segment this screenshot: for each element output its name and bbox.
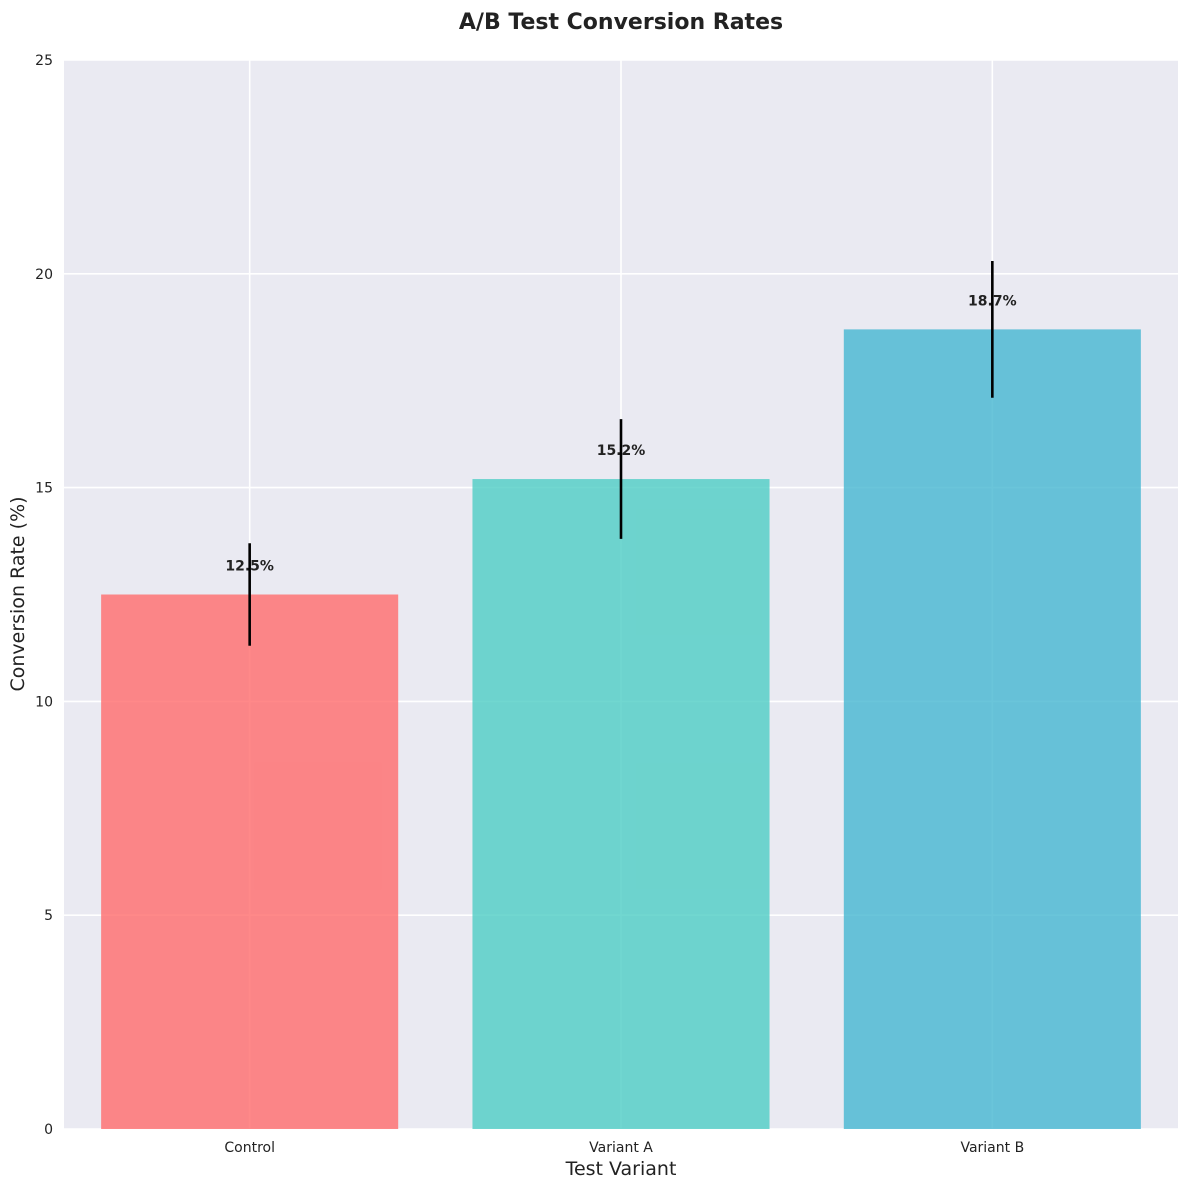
y-tick-label: 0 [44,1122,53,1138]
chart-title: A/B Test Conversion Rates [459,10,783,35]
y-tick-label: 10 [35,694,53,710]
y-tick-label: 25 [35,53,53,69]
bar [472,479,770,1130]
x-tick-label: Variant B [960,1140,1024,1156]
y-tick-label: 15 [35,481,53,497]
x-tick-label: Variant A [589,1140,653,1156]
y-tick-label: 5 [44,908,53,924]
error-bars [248,260,994,646]
x-axis-label: Test Variant [565,1158,677,1180]
y-axis-label: Conversion Rate (%) [7,496,29,691]
x-tick-label: Control [224,1140,275,1156]
y-tick-label: 20 [35,267,53,283]
bar [101,594,399,1129]
tick-labels: 0 5 10 15 20 25 Control Variant A Variant B [35,53,1024,1156]
bars [101,329,1141,1130]
bar [843,329,1141,1129]
